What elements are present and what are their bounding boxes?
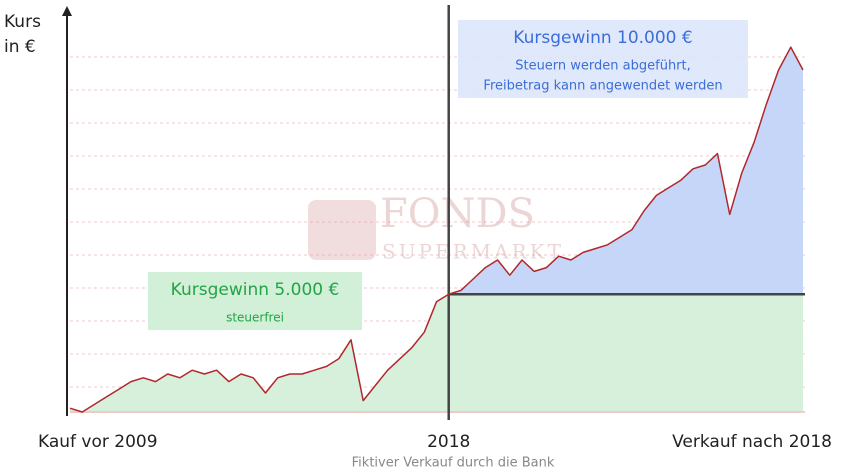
y-axis-label: in €: [4, 37, 36, 57]
watermark: FONDS SUPERMARKT: [308, 191, 564, 264]
annotation-note: Steuern werden abgeführt,: [515, 59, 691, 74]
x-tick-label: 2018: [427, 432, 470, 452]
annotation-box: [458, 20, 748, 98]
x-tick-label: Verkauf nach 2018: [672, 432, 832, 452]
caption: Fiktiver Verkauf durch die Bank: [352, 456, 555, 471]
fills: [70, 47, 803, 412]
annotation-note: Freibetrag kann angewendet werden: [483, 79, 722, 94]
annotation-box: [148, 272, 362, 330]
annotation-note: steuerfrei: [226, 311, 284, 325]
annotation-title: Kursgewinn 5.000 €: [171, 280, 340, 300]
area-gain-after-sale: [448, 47, 803, 295]
price-line: [69, 46, 804, 413]
watermark-text: SUPERMARKT: [382, 240, 564, 264]
x-tick-label: Kauf vor 2009: [38, 432, 158, 452]
y-axis-label: Kurs: [4, 12, 41, 32]
y-axis-arrow: [62, 6, 72, 16]
area-before-sale: [70, 294, 449, 412]
annotation-title: Kursgewinn 10.000 €: [513, 28, 692, 48]
watermark-text: FONDS: [380, 191, 535, 237]
watermark-logo: [308, 200, 376, 260]
area-taxfree-after-sale: [448, 294, 803, 412]
